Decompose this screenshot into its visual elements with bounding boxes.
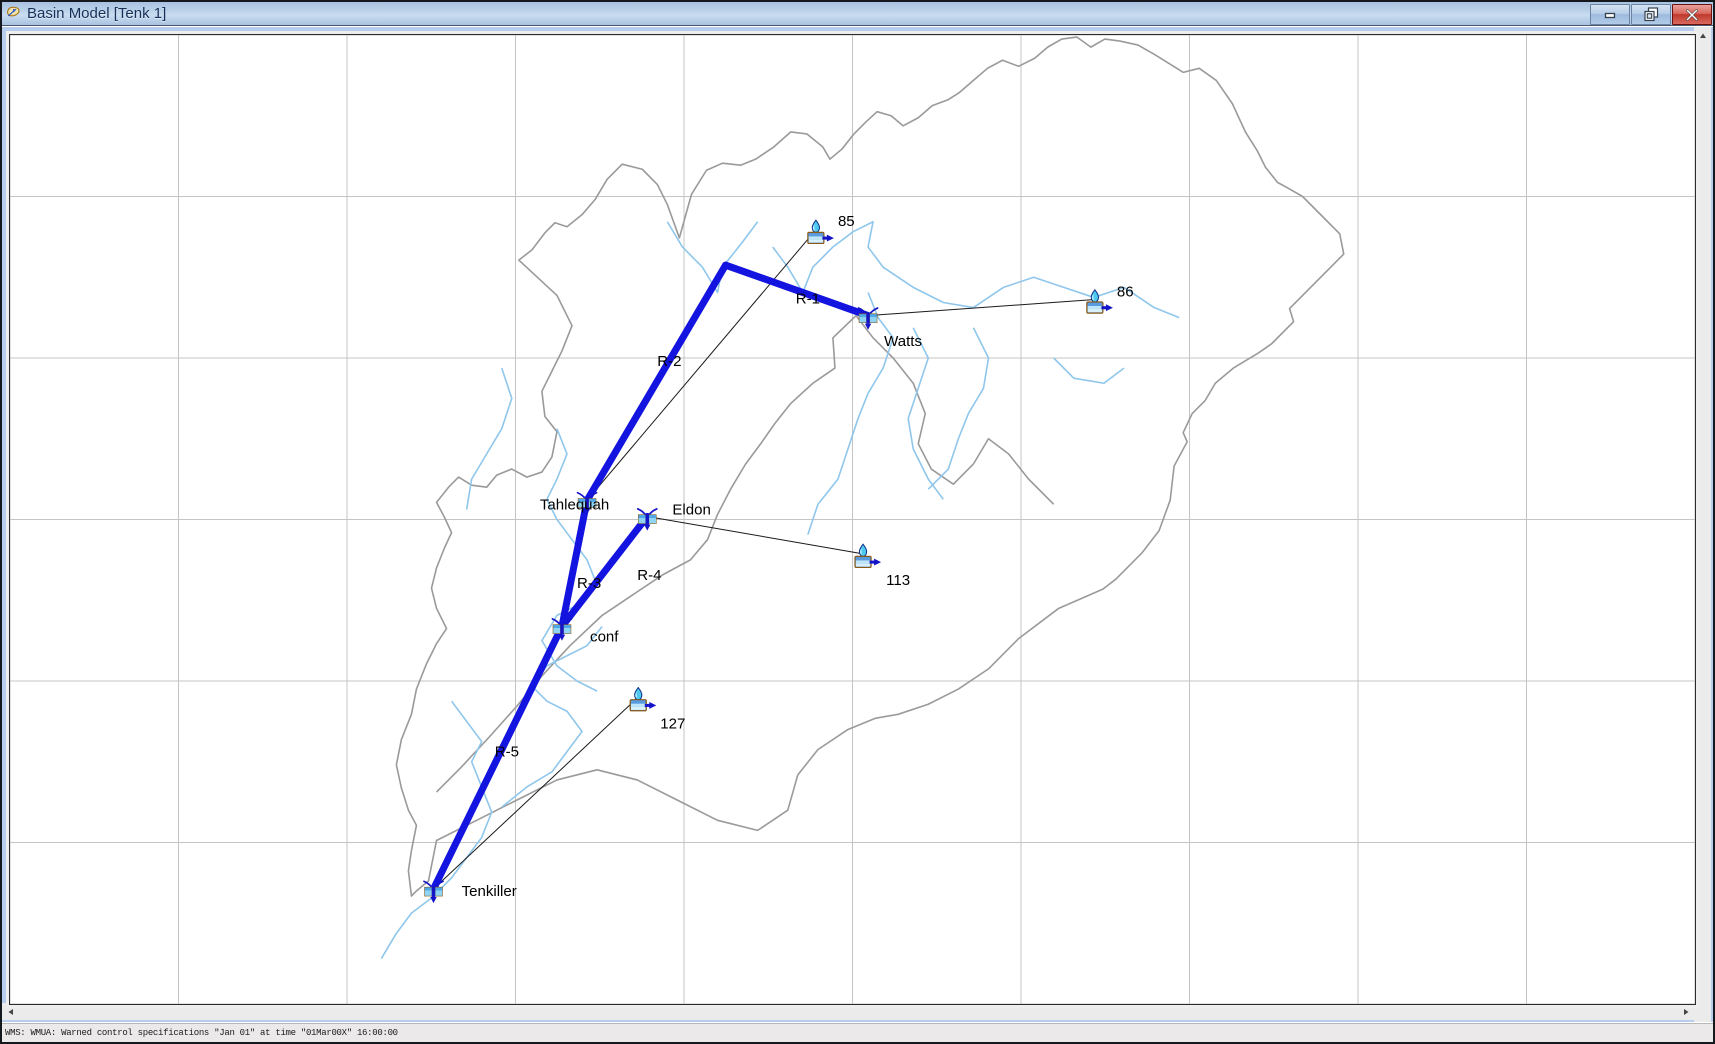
svg-text:R-3: R-3 — [577, 575, 601, 592]
svg-text:86: 86 — [1117, 283, 1134, 300]
svg-text:Tahlequah: Tahlequah — [540, 496, 609, 513]
svg-text:85: 85 — [838, 213, 855, 230]
svg-text:Watts: Watts — [884, 333, 922, 350]
svg-text:R-5: R-5 — [495, 744, 519, 761]
svg-text:Eldon: Eldon — [672, 501, 710, 518]
svg-text:127: 127 — [660, 715, 685, 732]
svg-text:R-1: R-1 — [796, 290, 820, 307]
svg-text:Tenkiller: Tenkiller — [462, 883, 517, 900]
svg-text:113: 113 — [886, 572, 910, 589]
svg-text:R-4: R-4 — [637, 567, 661, 584]
svg-text:R-2: R-2 — [657, 353, 681, 370]
svg-text:conf: conf — [590, 629, 619, 646]
